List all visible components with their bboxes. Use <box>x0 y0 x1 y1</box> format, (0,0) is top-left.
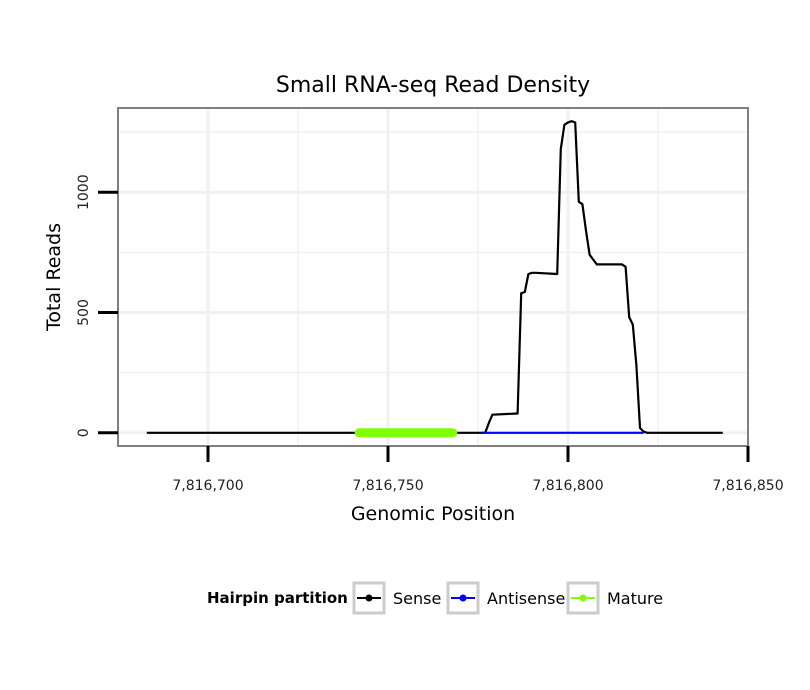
plot-border <box>117 107 749 447</box>
legend: Hairpin partition Sense Antisense Mature <box>207 581 663 615</box>
series-layer <box>146 120 723 438</box>
x-tick-label: 7,816,750 <box>352 478 423 494</box>
plot-panel <box>117 107 749 447</box>
x-tick-label: 7,816,850 <box>712 478 783 494</box>
legend-label-antisense: Antisense <box>487 589 565 608</box>
legend-item-mature: Mature <box>566 581 663 615</box>
legend-dot-mature <box>579 594 587 602</box>
legend-dot-sense <box>365 594 373 602</box>
y-tick-label: 0 <box>76 428 92 437</box>
x-axis: 7,816,700 7,816,750 7,816,800 7,816,850 <box>172 446 784 494</box>
legend-dot-antisense <box>459 594 467 602</box>
y-tick-label: 1000 <box>76 174 92 210</box>
y-axis-label: Total Reads <box>43 223 65 332</box>
chart-title: Small RNA-seq Read Density <box>276 73 590 98</box>
legend-item-antisense: Antisense <box>446 581 565 615</box>
plot-background <box>118 108 748 446</box>
legend-label-sense: Sense <box>393 589 441 608</box>
legend-title: Hairpin partition <box>207 589 348 607</box>
legend-label-mature: Mature <box>607 589 663 608</box>
x-axis-label: Genomic Position <box>351 503 515 525</box>
legend-item-sense: Sense <box>352 581 441 615</box>
y-tick-label: 500 <box>76 299 92 326</box>
x-tick-label: 7,816,700 <box>172 478 243 494</box>
y-axis: 0 500 1000 <box>76 174 118 437</box>
series-line-sense <box>146 120 723 434</box>
x-tick-label: 7,816,800 <box>532 478 603 494</box>
